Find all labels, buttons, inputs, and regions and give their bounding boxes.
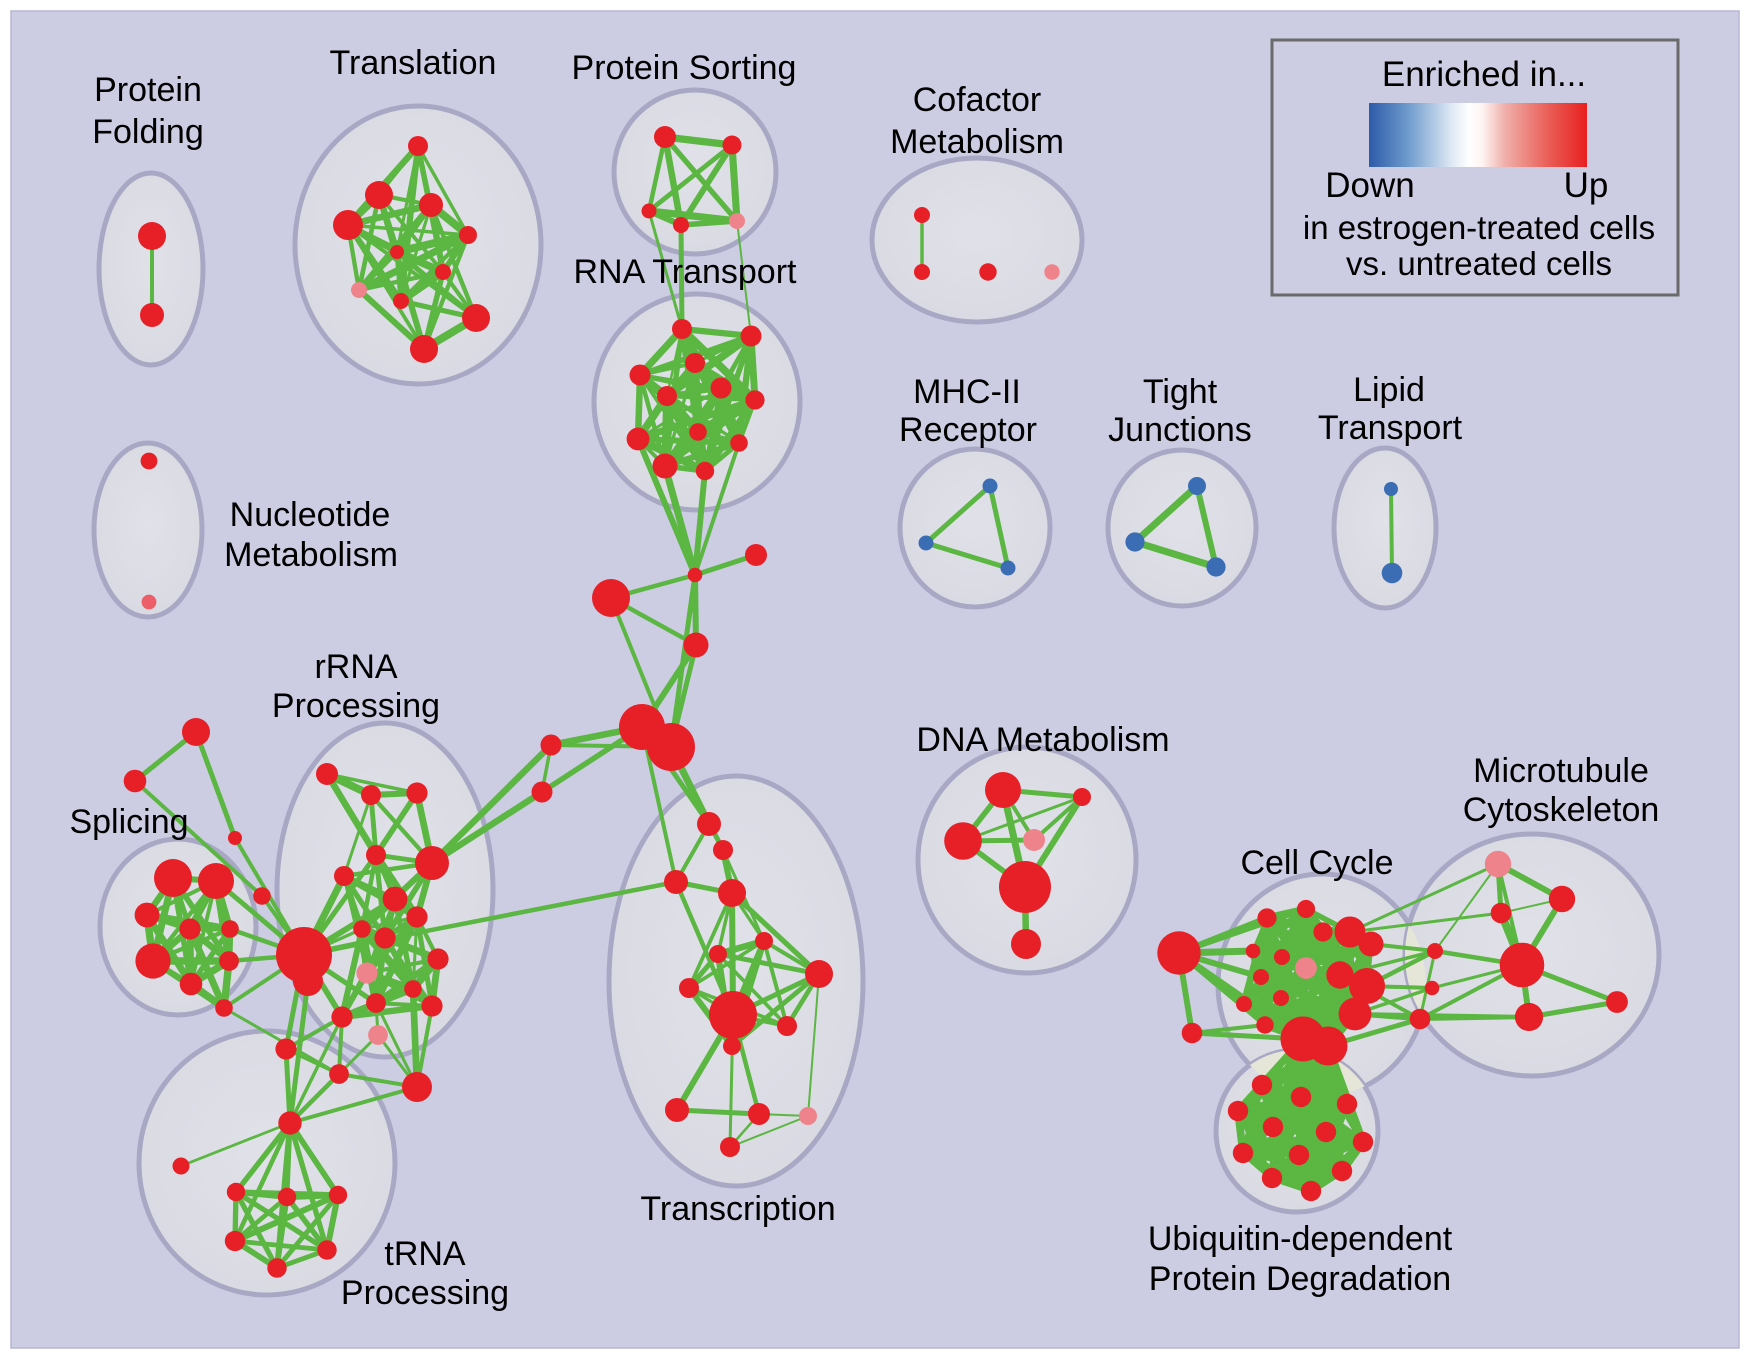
svg-text:Nucleotide: Nucleotide: [230, 496, 391, 534]
svg-text:tRNA: tRNA: [384, 1235, 466, 1273]
svg-text:Folding: Folding: [92, 113, 204, 151]
svg-text:Enriched in...: Enriched in...: [1382, 55, 1586, 94]
svg-text:Up: Up: [1564, 166, 1609, 205]
svg-text:vs. untreated cells: vs. untreated cells: [1346, 245, 1612, 282]
svg-text:Metabolism: Metabolism: [224, 536, 398, 574]
svg-text:Lipid: Lipid: [1353, 371, 1425, 409]
svg-text:Protein Degradation: Protein Degradation: [1149, 1260, 1451, 1298]
svg-text:Splicing: Splicing: [69, 803, 188, 841]
svg-text:Transport: Transport: [1318, 409, 1463, 447]
svg-text:Processing: Processing: [272, 687, 440, 725]
svg-text:Metabolism: Metabolism: [890, 123, 1064, 161]
svg-text:Cell Cycle: Cell Cycle: [1240, 844, 1393, 882]
svg-text:Junctions: Junctions: [1108, 411, 1252, 449]
svg-text:Receptor: Receptor: [899, 411, 1037, 449]
svg-text:Down: Down: [1325, 166, 1414, 205]
svg-text:Protein Sorting: Protein Sorting: [572, 49, 797, 87]
svg-text:Cytoskeleton: Cytoskeleton: [1463, 791, 1660, 829]
svg-text:rRNA: rRNA: [314, 648, 397, 686]
svg-text:Microtubule: Microtubule: [1473, 752, 1649, 790]
svg-text:Transcription: Transcription: [640, 1190, 835, 1228]
svg-text:MHC-II: MHC-II: [913, 373, 1021, 411]
svg-text:in estrogen-treated cells: in estrogen-treated cells: [1303, 209, 1655, 246]
svg-text:Cofactor: Cofactor: [913, 81, 1042, 119]
svg-text:Tight: Tight: [1143, 373, 1218, 411]
svg-text:Processing: Processing: [341, 1274, 509, 1312]
svg-text:RNA Transport: RNA Transport: [574, 253, 798, 291]
svg-text:Translation: Translation: [330, 44, 497, 82]
svg-text:Protein: Protein: [94, 71, 202, 109]
svg-text:DNA Metabolism: DNA Metabolism: [916, 721, 1169, 759]
svg-text:Ubiquitin-dependent: Ubiquitin-dependent: [1148, 1220, 1453, 1258]
